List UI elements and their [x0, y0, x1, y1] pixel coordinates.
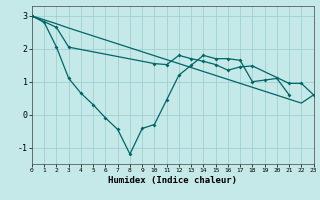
- X-axis label: Humidex (Indice chaleur): Humidex (Indice chaleur): [108, 176, 237, 185]
